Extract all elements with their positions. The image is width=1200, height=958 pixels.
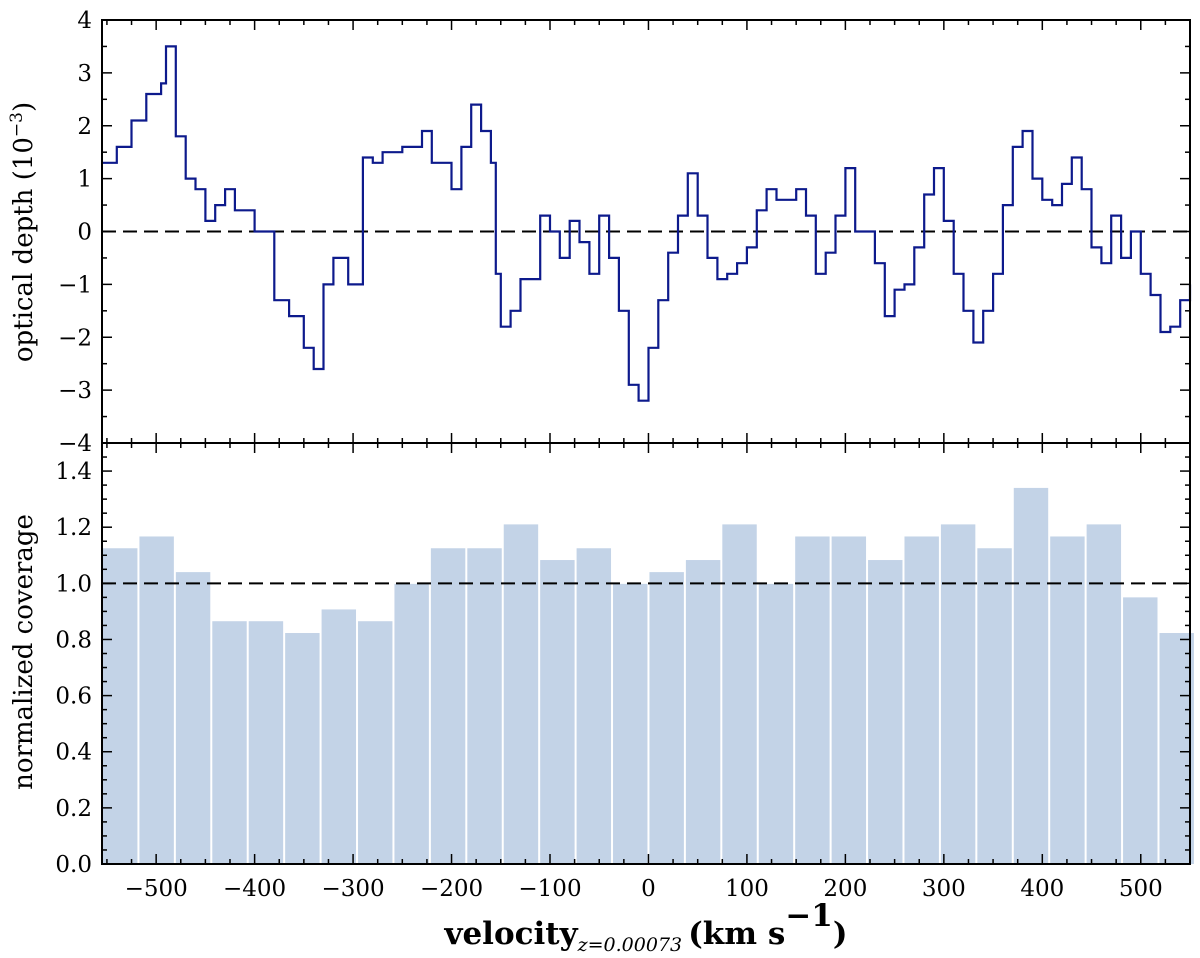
coverage-bar	[321, 609, 357, 864]
coverage-bar	[1013, 487, 1049, 864]
coverage-tick-label: 1.2	[55, 515, 92, 541]
coverage-tick-label: 0.2	[55, 796, 92, 822]
optical-depth-tick-label: 3	[77, 61, 92, 87]
coverage-bar	[904, 536, 939, 864]
x-tick-label: 500	[1119, 876, 1163, 902]
coverage-bar	[795, 536, 830, 864]
x-tick-label: −200	[420, 876, 483, 902]
coverage-bar	[103, 548, 138, 864]
coverage-bar	[248, 621, 284, 864]
coverage-bar	[613, 583, 648, 864]
optical-depth-tick-label: −3	[58, 378, 92, 404]
x-tick-label: 300	[922, 876, 966, 902]
coverage-tick-label: 1.0	[55, 571, 92, 597]
x-tick-label: −300	[321, 876, 384, 902]
coverage-bar	[831, 536, 867, 864]
optical-depth-tick-label: 4	[77, 8, 92, 34]
coverage-bar	[540, 560, 575, 864]
coverage-tick-label: 0.0	[55, 852, 92, 878]
x-tick-label: 0	[641, 876, 656, 902]
coverage-bar	[394, 583, 429, 864]
coverage-bar	[940, 524, 976, 864]
coverage-bar	[285, 633, 320, 864]
coverage-tick-label: 1.4	[55, 459, 92, 485]
optical-depth-tick-label: −4	[58, 431, 92, 457]
optical-depth-panel: −4 −3 −2 −1 0 1 2 3 4	[58, 8, 1192, 457]
coverage-bar	[139, 536, 174, 864]
coverage-bar	[977, 548, 1012, 864]
x-tick-label: −400	[223, 876, 286, 902]
x-tick-label: 400	[1020, 876, 1064, 902]
coverage-tick-label: 0.4	[55, 740, 92, 766]
coverage-bar	[175, 572, 211, 864]
coverage-bar	[212, 621, 247, 864]
x-tick-label: −100	[518, 876, 581, 902]
coverage-bar	[685, 560, 721, 864]
velocity-axis-label: velocityz=0.00073 (km s−1)	[443, 898, 847, 956]
optical-depth-tick-label: 0	[77, 220, 92, 246]
coverage-bar	[1123, 597, 1158, 864]
x-tick-label: 200	[823, 876, 867, 902]
optical-depth-series-line	[102, 45, 1192, 402]
coverage-bar	[1159, 633, 1194, 864]
optical-depth-axis-label: optical depth (10−3)	[7, 102, 39, 362]
coverage-tick-label: 0.8	[55, 627, 92, 653]
coverage-bar	[503, 524, 539, 864]
coverage-bar	[1050, 536, 1085, 864]
x-tick-label: 100	[725, 876, 769, 902]
coverage-panel: −500 −400 −300 −200 −100 0 100 200 300 400 500 0.0 0…	[55, 442, 1194, 902]
coverage-bar	[868, 560, 903, 864]
optical-depth-tick-label: −1	[58, 272, 92, 298]
coverage-bar	[576, 548, 612, 864]
optical-depth-tick-label: 1	[77, 167, 92, 193]
optical-depth-tick-label: −2	[58, 325, 92, 351]
coverage-bar	[358, 621, 393, 864]
optical-depth-tick-label: 2	[77, 114, 92, 140]
coverage-bar	[649, 572, 684, 864]
coverage-bar	[758, 583, 794, 864]
coverage-bar	[467, 548, 502, 864]
coverage-bar	[430, 548, 466, 864]
x-tick-label: −500	[125, 876, 188, 902]
coverage-axis-label: normalized coverage	[9, 514, 39, 790]
coverage-tick-label: 0.6	[55, 684, 92, 710]
coverage-bar	[722, 524, 757, 864]
coverage-bar	[1086, 524, 1122, 864]
